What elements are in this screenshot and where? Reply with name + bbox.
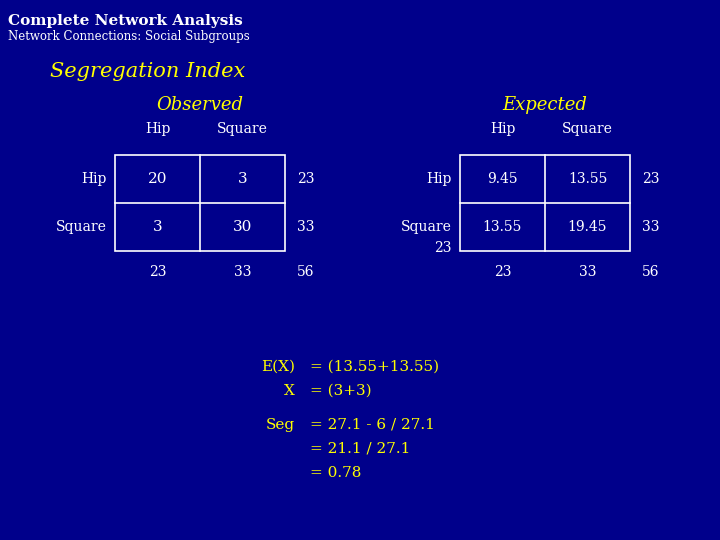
Bar	[460, 155, 630, 251]
Text: 13.55: 13.55	[483, 220, 522, 234]
Text: 19.45: 19.45	[568, 220, 607, 234]
Text: 56: 56	[642, 265, 660, 279]
Text: 33: 33	[297, 220, 315, 234]
Text: = (13.55+13.55): = (13.55+13.55)	[310, 360, 439, 374]
Text: 33: 33	[579, 265, 596, 279]
Text: Segregation Index: Segregation Index	[50, 62, 246, 81]
Text: 23: 23	[642, 172, 660, 186]
Text: 3: 3	[238, 172, 247, 186]
Text: Square: Square	[562, 122, 613, 136]
Text: 3: 3	[153, 220, 162, 234]
Text: = 21.1 / 27.1: = 21.1 / 27.1	[310, 442, 410, 456]
Text: Seg: Seg	[266, 418, 295, 432]
Text: Expected: Expected	[503, 96, 588, 114]
Text: 33: 33	[642, 220, 660, 234]
Text: Network Connections: Social Subgroups: Network Connections: Social Subgroups	[8, 30, 250, 43]
Text: 56: 56	[297, 265, 315, 279]
Text: 23: 23	[494, 265, 511, 279]
Text: 23: 23	[434, 241, 452, 255]
Text: Hip: Hip	[145, 122, 170, 136]
Text: = 0.78: = 0.78	[310, 466, 361, 480]
Text: 23: 23	[149, 265, 166, 279]
Text: = 27.1 - 6 / 27.1: = 27.1 - 6 / 27.1	[310, 418, 435, 432]
Text: = (3+3): = (3+3)	[310, 384, 372, 398]
Text: Square: Square	[217, 122, 268, 136]
Text: 30: 30	[233, 220, 252, 234]
Text: Square: Square	[56, 220, 107, 234]
Text: 23: 23	[297, 172, 315, 186]
Bar	[115, 155, 285, 251]
Text: 33: 33	[234, 265, 251, 279]
Text: Hip: Hip	[427, 172, 452, 186]
Text: Hip: Hip	[81, 172, 107, 186]
Text: 9.45: 9.45	[487, 172, 518, 186]
Text: Observed: Observed	[156, 96, 243, 114]
Text: X: X	[284, 384, 295, 398]
Text: Hip: Hip	[490, 122, 516, 136]
Text: 20: 20	[148, 172, 167, 186]
Text: 13.55: 13.55	[568, 172, 607, 186]
Text: Square: Square	[401, 220, 452, 234]
Text: E(X): E(X)	[261, 360, 295, 374]
Text: Complete Network Analysis: Complete Network Analysis	[8, 14, 243, 28]
